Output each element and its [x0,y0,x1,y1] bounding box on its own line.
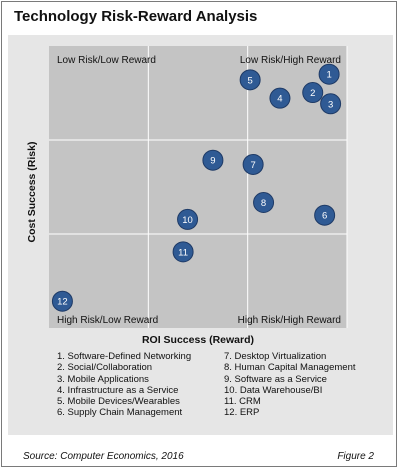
data-point-bubble [320,93,342,115]
legend-item: 6. Supply Chain Management [57,407,183,419]
legend-item: 8. Human Capital Management [224,362,356,374]
legend-item: 1. Software-Defined Networking [57,351,192,362]
data-point-bubble [302,82,324,104]
data-point-bubble [177,208,199,230]
data-point-label: 7 [250,160,255,171]
data-point-label: 2 [310,88,315,99]
data-point-bubble [253,192,275,214]
data-point-2: 2 [302,82,324,104]
data-point-6: 6 [314,204,336,226]
legend-item: 4. Infrastructure as a Service [57,384,179,396]
data-point-1: 1 [318,63,340,85]
data-point-label: 5 [248,75,253,86]
axis-labels: ROI Success (Reward) Cost Success (Risk) [26,142,254,346]
quadrant-label-top-left: Low Risk/Low Reward [57,55,156,66]
x-axis-label: ROI Success (Reward) [142,334,254,346]
quadrant-label-bottom-left: High Risk/Low Reward [57,315,158,326]
source-note: Source: Computer Economics, 2016 [23,451,184,462]
data-point-11: 11 [172,241,194,263]
data-point-label: 9 [210,156,215,167]
legend-item: 5. Mobile Devices/Wearables [57,396,180,408]
legend-item: 3. Mobile Applications [57,373,149,385]
data-point-bubble [318,63,340,85]
figure-number: Figure 2 [337,451,374,462]
data-point-bubble [269,87,291,109]
data-point-8: 8 [253,192,275,214]
data-point-bubble [314,204,336,226]
plot-background [49,46,347,328]
legend-item: 7. Desktop Virtualization [224,351,327,362]
data-point-label: 6 [322,211,327,222]
data-point-9: 9 [202,149,224,171]
data-point-bubble [202,149,224,171]
legend-item: 11. CRM [224,396,261,408]
data-point-12: 12 [51,290,73,312]
quadrant-label-bottom-right: High Risk/High Reward [238,315,341,326]
data-point-label: 4 [277,94,282,105]
legend-item: 2. Social/Collaboration [57,362,153,374]
data-point-bubble [239,69,261,91]
legend-item: 9. Software as a Service [224,373,327,385]
data-point-3: 3 [320,93,342,115]
data-point-label: 12 [57,297,68,308]
legend-column-2: 7. Desktop Virtualization 8. Human Capit… [224,351,356,419]
legend-item: 10. Data Warehouse/BI [224,384,323,396]
quadrant-label-top-right: Low Risk/High Reward [240,55,341,66]
quadrant-labels: Low Risk/Low Reward Low Risk/High Reward H… [57,55,341,326]
data-point-label: 3 [328,99,333,110]
data-point-bubble [172,241,194,263]
data-point-4: 4 [269,87,291,109]
data-point-label: 8 [261,198,266,209]
data-point-5: 5 [239,69,261,91]
chart-title: Technology Risk-Reward Analysis [14,8,258,25]
legend-column-1: 1. Software-Defined Networking 2. Social… [57,351,191,419]
plot-area [49,46,347,328]
data-point-label: 1 [326,70,331,81]
y-axis-label: Cost Success (Risk) [26,142,38,243]
data-point-label: 11 [178,247,188,258]
data-point-bubble [242,153,264,175]
data-point-10: 10 [177,208,199,230]
grid-lines [49,46,348,328]
data-point-7: 7 [242,153,264,175]
data-point-label: 10 [182,215,193,226]
legend-item: 12. ERP [224,407,260,419]
data-point-bubble [51,290,73,312]
